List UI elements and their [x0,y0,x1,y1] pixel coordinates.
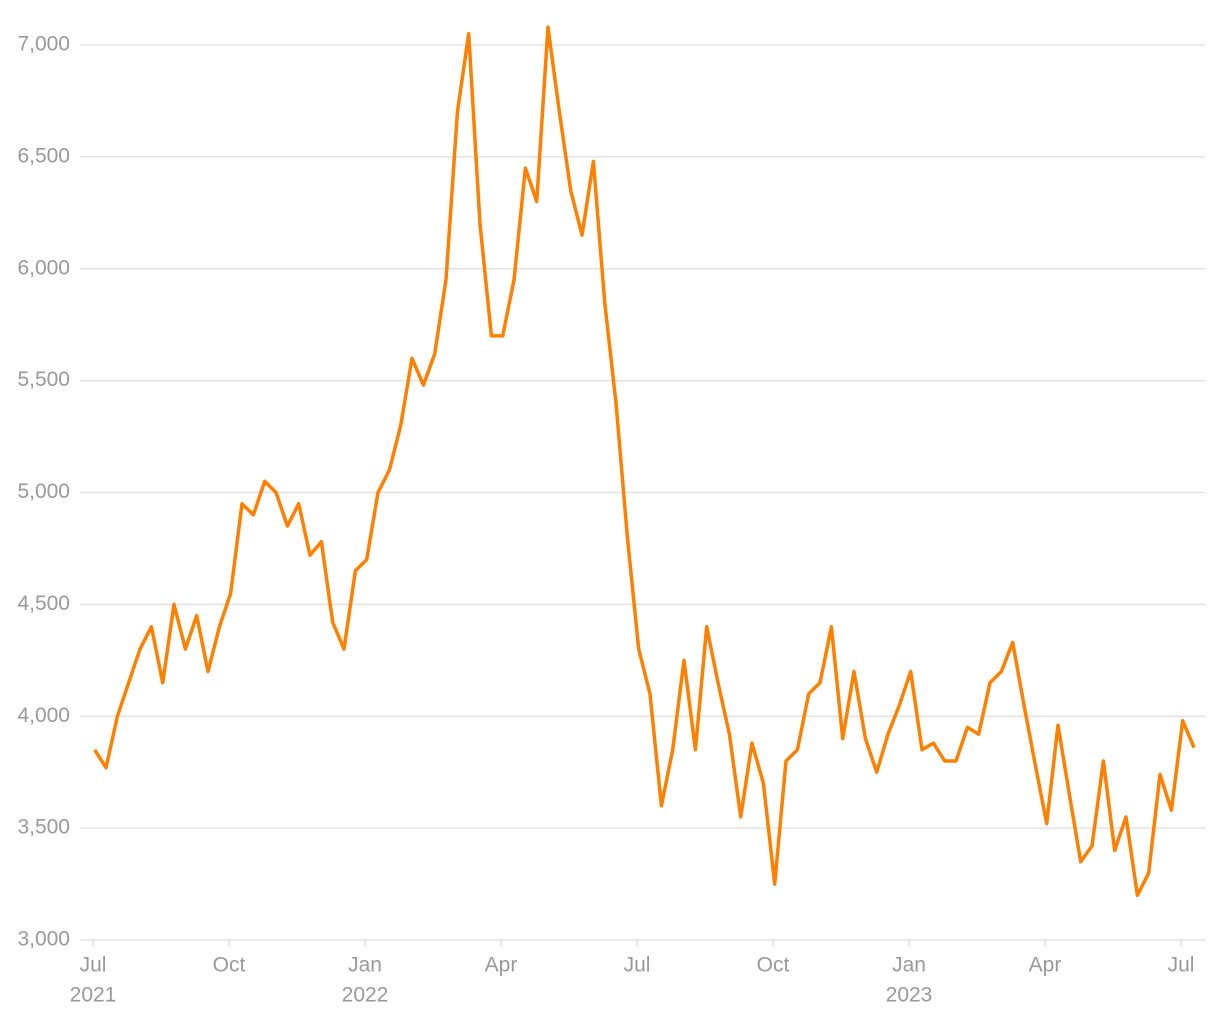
x-tick-label: 2022 [342,984,389,1007]
y-tick-label: 4,500 [17,592,70,615]
y-tick-label: 7,000 [17,33,70,56]
x-tick-label: Apr [1029,954,1062,977]
x-tick-label: Jul [624,954,651,977]
y-tick-label: 5,500 [17,368,70,391]
x-tick-label: Apr [485,954,518,977]
x-tick-label: Jan [892,954,926,977]
x-tick-label: 2021 [70,984,117,1007]
x-tick-label: Oct [213,954,246,977]
x-tick-label: 2023 [886,984,933,1007]
y-tick-label: 6,000 [17,256,70,279]
x-tick-label: Jan [348,954,382,977]
y-tick-label: 3,500 [17,816,70,839]
x-tick-label: Oct [757,954,790,977]
y-tick-label: 4,000 [17,704,70,727]
y-tick-label: 5,000 [17,480,70,503]
y-tick-label: 6,500 [17,144,70,167]
x-tick-label: Jul [1168,954,1195,977]
y-tick-label: 3,000 [17,928,70,951]
price-line [93,25,1196,898]
x-tick-label: Jul [80,954,107,977]
